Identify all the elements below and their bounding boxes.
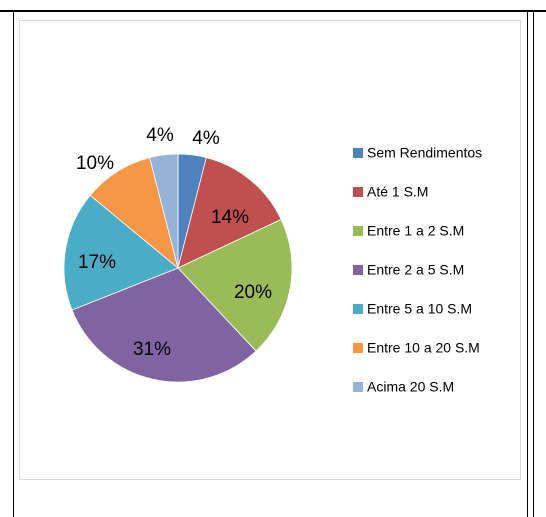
pie-slice bbox=[149, 153, 179, 269]
pie-slice bbox=[71, 267, 257, 383]
pie-slice bbox=[89, 157, 179, 270]
table-border-right-outer bbox=[533, 10, 534, 517]
table-border-top bbox=[0, 10, 546, 12]
legend-entry: Até 1 S.M bbox=[367, 184, 428, 200]
legend-swatch bbox=[353, 382, 363, 392]
table-border-right bbox=[527, 10, 528, 517]
legend-swatch bbox=[353, 343, 363, 353]
pie-slice bbox=[177, 157, 282, 269]
table-border-left bbox=[13, 10, 14, 517]
data-label: 17% bbox=[78, 252, 116, 273]
legend-swatch bbox=[353, 187, 363, 197]
data-label: 4% bbox=[192, 128, 220, 149]
pie-slice bbox=[63, 194, 179, 311]
data-label: 20% bbox=[234, 282, 272, 303]
data-label: 4% bbox=[146, 125, 174, 146]
legend-entry: Acima 20 S.M bbox=[367, 379, 454, 395]
legend-entry: Entre 5 a 10 S.M bbox=[367, 301, 472, 317]
legend-entry: Sem Rendimentos bbox=[367, 145, 482, 161]
legend-entry: Entre 10 a 20 S.M bbox=[367, 340, 480, 356]
legend-swatch bbox=[353, 148, 363, 158]
legend-swatch bbox=[353, 226, 363, 236]
legend-swatch bbox=[353, 265, 363, 275]
data-label: 10% bbox=[76, 153, 114, 174]
pie-slice bbox=[177, 218, 293, 352]
pie-labels: 4% 14% 20% 31% 17% 10% 4% bbox=[76, 125, 272, 360]
pie-slices bbox=[63, 153, 293, 383]
legend-entry: Entre 1 a 2 S.M bbox=[367, 223, 464, 239]
data-label: 31% bbox=[133, 339, 171, 360]
legend-swatch bbox=[353, 304, 363, 314]
legend: Sem Rendimentos Até 1 S.M Entre 1 a 2 S.M E… bbox=[353, 145, 482, 395]
legend-entry: Entre 2 a 5 S.M bbox=[367, 262, 464, 278]
data-label: 14% bbox=[211, 207, 249, 228]
